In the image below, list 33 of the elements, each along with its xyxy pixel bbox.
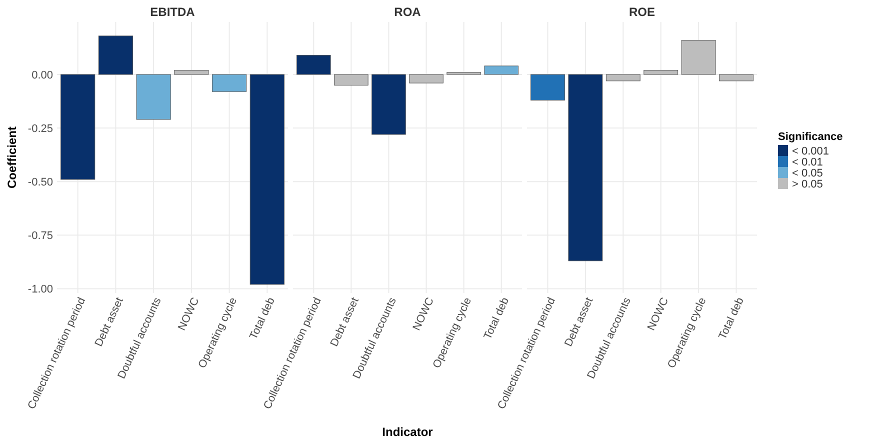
bar xyxy=(136,74,171,120)
legend-label: < 0.01 xyxy=(792,156,823,168)
chart-title: ROA xyxy=(394,5,422,19)
bar xyxy=(484,66,518,75)
chart-title: ROE xyxy=(628,5,656,19)
y-tick-label: -0.75 xyxy=(28,230,53,242)
y-axis-title: Coefficient xyxy=(5,126,19,189)
bar xyxy=(250,74,284,285)
y-tick-label: 0.00 xyxy=(32,69,53,82)
x-axis-title: Indicator xyxy=(382,425,434,439)
legend-label: > 0.05 xyxy=(792,178,823,190)
y-tick-label: -0.25 xyxy=(28,122,53,135)
bar xyxy=(174,70,209,75)
bar xyxy=(212,74,247,92)
bar xyxy=(334,74,368,86)
legend-title: Significance xyxy=(778,131,843,143)
x-tick-label: Debt asset xyxy=(92,296,126,349)
chart-title: EBITDA xyxy=(150,5,196,19)
x-tick-label: Debt asset xyxy=(562,296,596,349)
x-tick-label: Debt asset xyxy=(328,296,362,349)
x-tick-label: Total deb xyxy=(716,296,746,342)
x-tick-label: Total deb xyxy=(482,296,512,342)
bar xyxy=(98,36,133,75)
x-tick-label: Total deb xyxy=(248,296,278,342)
bar xyxy=(296,54,331,75)
y-tick-label: -0.50 xyxy=(28,176,53,188)
y-tick-label: -1.00 xyxy=(28,284,53,296)
legend-label: < 0.05 xyxy=(792,167,823,180)
legend-label: < 0.001 xyxy=(792,145,830,158)
bar xyxy=(372,74,406,135)
bar xyxy=(60,74,96,180)
bar xyxy=(446,72,481,75)
bar xyxy=(409,74,444,84)
